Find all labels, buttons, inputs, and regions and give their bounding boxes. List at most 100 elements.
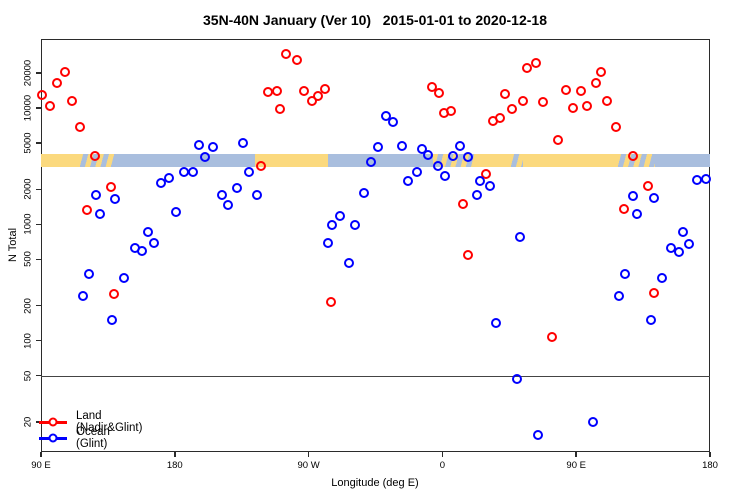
data-point-land [560,84,571,95]
land-ocean-band-segment-land [41,154,79,168]
data-point-ocean [455,141,466,151]
data-point-ocean [163,172,174,183]
data-point-ocean [143,226,154,237]
data-point-land [618,203,629,214]
data-point-ocean [366,157,377,168]
data-point-land [602,95,613,106]
data-point-land [426,81,437,92]
x-axis-tick-label: 180 [166,460,183,471]
data-point-land [596,66,607,77]
data-point-land [256,160,267,171]
x-axis-tick [174,452,176,457]
data-point-ocean [171,206,182,217]
data-point-ocean [632,208,643,219]
y-axis-tick-label: 20 [22,416,34,428]
data-point-ocean [349,219,360,230]
data-point-ocean [148,237,159,248]
data-point-ocean [95,208,106,219]
data-point-ocean [440,171,451,181]
x-axis-tick-label: 90 E [31,460,51,471]
data-point-land [272,85,283,96]
x-axis-tick-label: 0 [439,460,446,471]
y-axis-tick [36,339,41,342]
data-point-ocean [673,246,684,257]
data-point-ocean [511,373,522,384]
data-point-ocean [232,183,243,193]
data-point-land [67,95,78,106]
data-point-land [575,85,586,96]
data-point-land [44,101,55,111]
data-point-land [312,90,323,101]
data-point-ocean [91,189,101,200]
data-point-ocean [484,181,495,192]
data-point-ocean [388,116,399,127]
data-point-land [299,85,310,96]
y-axis-tick-label: 10000 [22,94,34,122]
data-point-ocean [223,199,234,210]
data-point-land [480,168,491,179]
data-point-ocean [343,257,354,268]
data-point-ocean [432,160,443,171]
land-ocean-band-segment-mixed [616,154,655,168]
data-point-land [568,102,579,113]
data-point-land [319,83,330,94]
legend-item-ocean: Ocean (Glint) [39,426,110,450]
data-point-ocean [471,189,482,200]
data-point-ocean [373,141,384,152]
chart-title: 35N-40N January (Ver 10) 2015-01-01 to 2… [203,12,547,28]
y-axis-tick [36,421,41,423]
data-point-ocean [684,238,695,249]
y-axis-tick-label: 500 [22,251,34,268]
y-axis-tick-label: 1000 [22,213,34,235]
land-ocean-band-segment-mixed [78,154,116,168]
y-axis-tick-label: 50 [22,370,34,381]
data-point-land [648,287,659,298]
data-point-land [275,104,286,114]
land-legend-symbol-icon [39,414,67,430]
land-ocean-band-segment-land [522,154,617,168]
data-point-land [517,95,528,106]
x-axis-tick [441,452,444,457]
data-point-land [325,296,336,307]
data-point-ocean [208,141,219,152]
data-point-ocean [77,290,88,301]
y-axis-tick-label: 20000 [22,59,34,87]
data-point-ocean [412,166,423,177]
data-point-ocean [587,416,598,427]
data-point-land [553,134,564,145]
land-ocean-band-segment-land [255,154,328,168]
y-axis-tick [36,258,41,260]
y-axis-tick-label: 200 [22,297,34,314]
y-axis-tick-label: 100 [22,332,34,349]
data-point-land [52,78,63,88]
data-point-ocean [490,317,501,328]
legend-label-ocean: Ocean (Glint) [76,426,110,450]
land-ocean-band-segment-ocean [327,154,434,168]
data-point-ocean [238,137,249,148]
data-point-ocean [416,143,427,154]
data-point-ocean [251,189,262,200]
data-point-ocean [193,139,204,150]
legend-item-land: Land (Nadir&Glint) [39,410,142,434]
data-point-ocean [627,190,638,201]
data-point-ocean [620,268,631,279]
data-point-land [108,288,119,299]
y-axis-tick [36,223,41,225]
y-axis-tick [36,188,41,190]
data-point-ocean [447,150,458,161]
data-point-land [642,181,653,192]
data-point-ocean [614,290,625,301]
data-point-land [611,121,622,132]
data-point-ocean [137,245,148,256]
data-point-ocean [358,187,369,198]
data-point-ocean [422,149,433,160]
data-point-land [507,104,518,114]
data-point-ocean [397,141,408,151]
data-point-land [590,78,601,88]
data-point-ocean [514,231,525,242]
data-point-ocean [380,111,391,121]
x-axis-tick-label: 90 E [566,460,586,471]
x-axis-tick [709,452,711,457]
data-point-land [89,150,100,161]
